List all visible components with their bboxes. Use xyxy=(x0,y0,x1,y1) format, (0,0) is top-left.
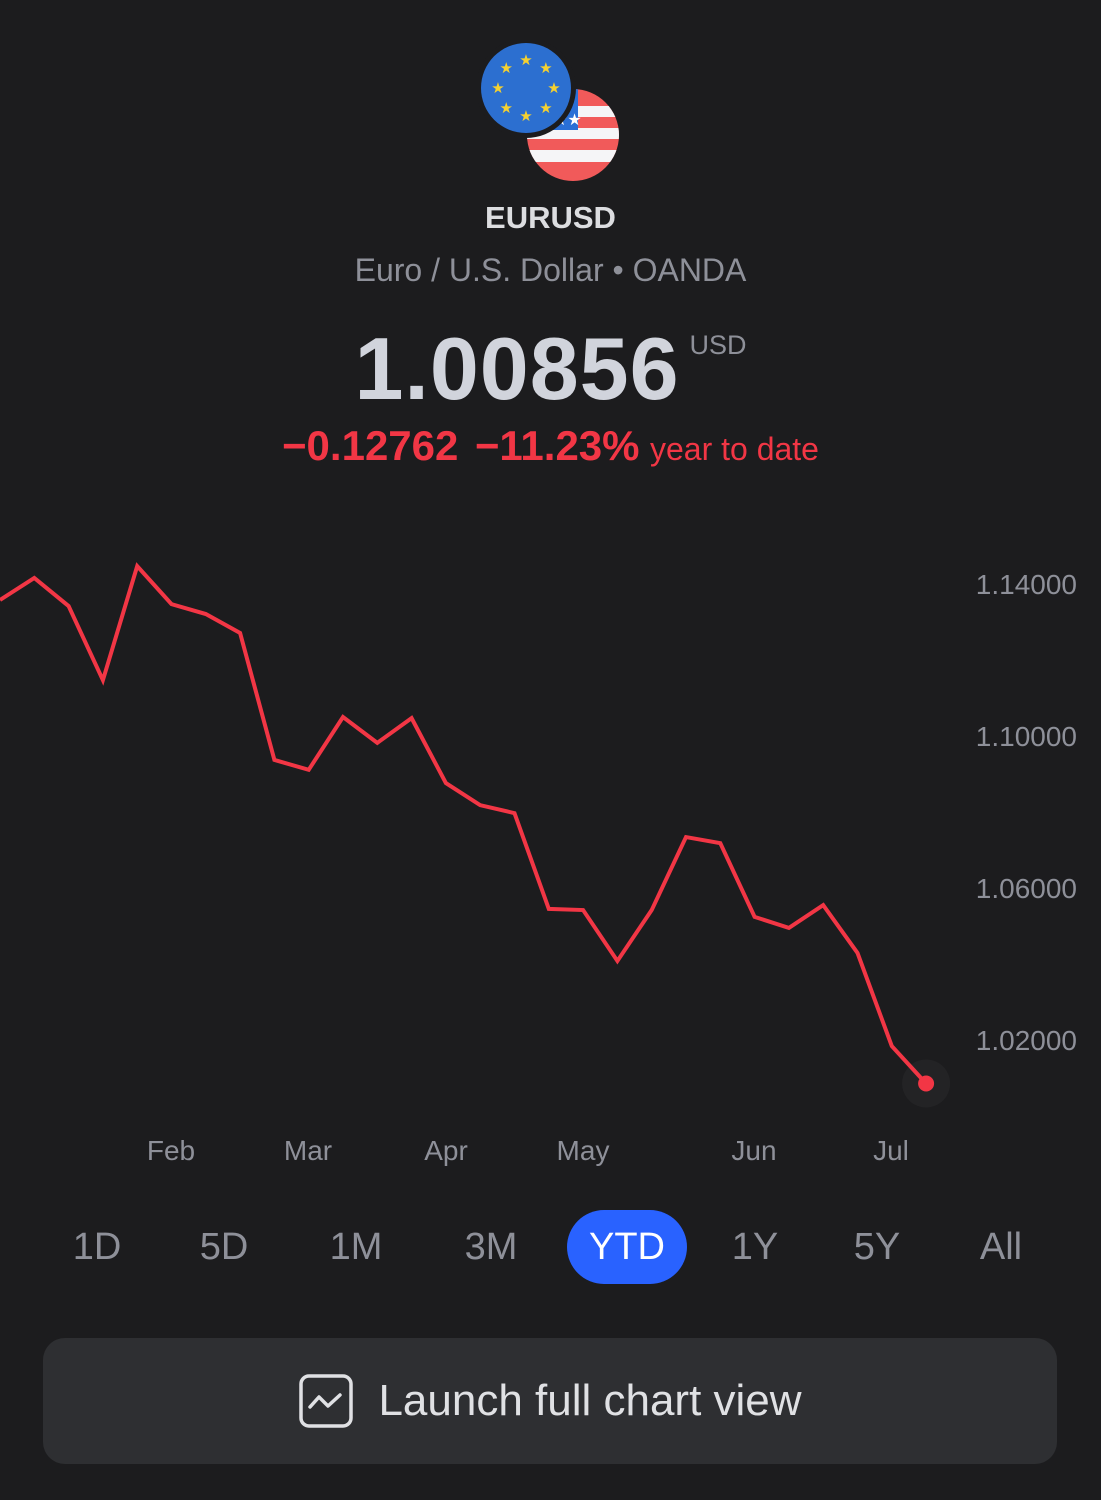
launch-full-chart-button[interactable]: Launch full chart view xyxy=(43,1338,1057,1464)
period-selector: 1D 5D 1M 3M YTD 1Y 5Y All xyxy=(0,1210,1101,1284)
period-all[interactable]: All xyxy=(979,1226,1023,1268)
x-tick-label: May xyxy=(557,1135,610,1166)
x-tick-label: Jun xyxy=(731,1135,776,1166)
period-1m[interactable]: 1M xyxy=(329,1226,383,1268)
y-tick-label: 1.06000 xyxy=(976,873,1077,904)
last-price: 1.00856 xyxy=(354,319,680,418)
price-line xyxy=(0,562,928,1085)
star-icon: ★ xyxy=(547,80,560,97)
chart-icon xyxy=(299,1374,354,1428)
star-icon: ★ xyxy=(499,100,512,117)
launch-button-label: Launch full chart view xyxy=(378,1376,802,1425)
y-tick-label: 1.02000 xyxy=(976,1025,1077,1056)
x-tick-label: Apr xyxy=(424,1135,468,1166)
symbol-title: EURUSD xyxy=(485,200,616,235)
star-icon: ★ xyxy=(539,60,552,77)
x-tick-label: Mar xyxy=(284,1135,332,1166)
period-1d[interactable]: 1D xyxy=(72,1226,122,1268)
price-change: −0.12762 −11.23% year to date xyxy=(0,422,1101,470)
period-3m[interactable]: 3M xyxy=(464,1226,518,1268)
price-chart[interactable]: 1.14000 1.10000 1.06000 1.02000 Feb Mar Apr May… xyxy=(0,520,1101,1180)
x-tick-label: Feb xyxy=(147,1135,195,1166)
last-price-dot xyxy=(918,1075,935,1092)
change-period: year to date xyxy=(649,431,819,467)
x-tick-label: Jul xyxy=(873,1135,909,1166)
eu-flag-icon: ★ ★ ★ ★ ★ ★ ★ ★ xyxy=(481,43,571,133)
period-1y[interactable]: 1Y xyxy=(731,1226,779,1268)
period-5y[interactable]: 5Y xyxy=(853,1226,901,1268)
star-icon: ★ xyxy=(519,108,532,125)
y-tick-label: 1.14000 xyxy=(976,569,1077,600)
star-icon: ★ xyxy=(491,80,504,97)
period-5d[interactable]: 5D xyxy=(199,1226,249,1268)
star-icon: ★ xyxy=(499,60,512,77)
star-icon: ★ xyxy=(519,52,532,69)
price-block: 1.00856 USD xyxy=(0,318,1101,420)
y-tick-label: 1.10000 xyxy=(976,721,1077,752)
symbol-description: Euro / U.S. Dollar • OANDA xyxy=(354,252,747,288)
change-absolute: −0.12762 xyxy=(282,422,459,469)
currency-label: USD xyxy=(689,330,747,360)
change-percent: −11.23% xyxy=(474,422,640,469)
period-ytd[interactable]: YTD xyxy=(567,1210,687,1284)
star-icon: ★ xyxy=(539,100,552,117)
currency-pair-flags: ★ ★ ★ ★ ★ ★ ★ ★ ★ ★ xyxy=(478,40,619,181)
